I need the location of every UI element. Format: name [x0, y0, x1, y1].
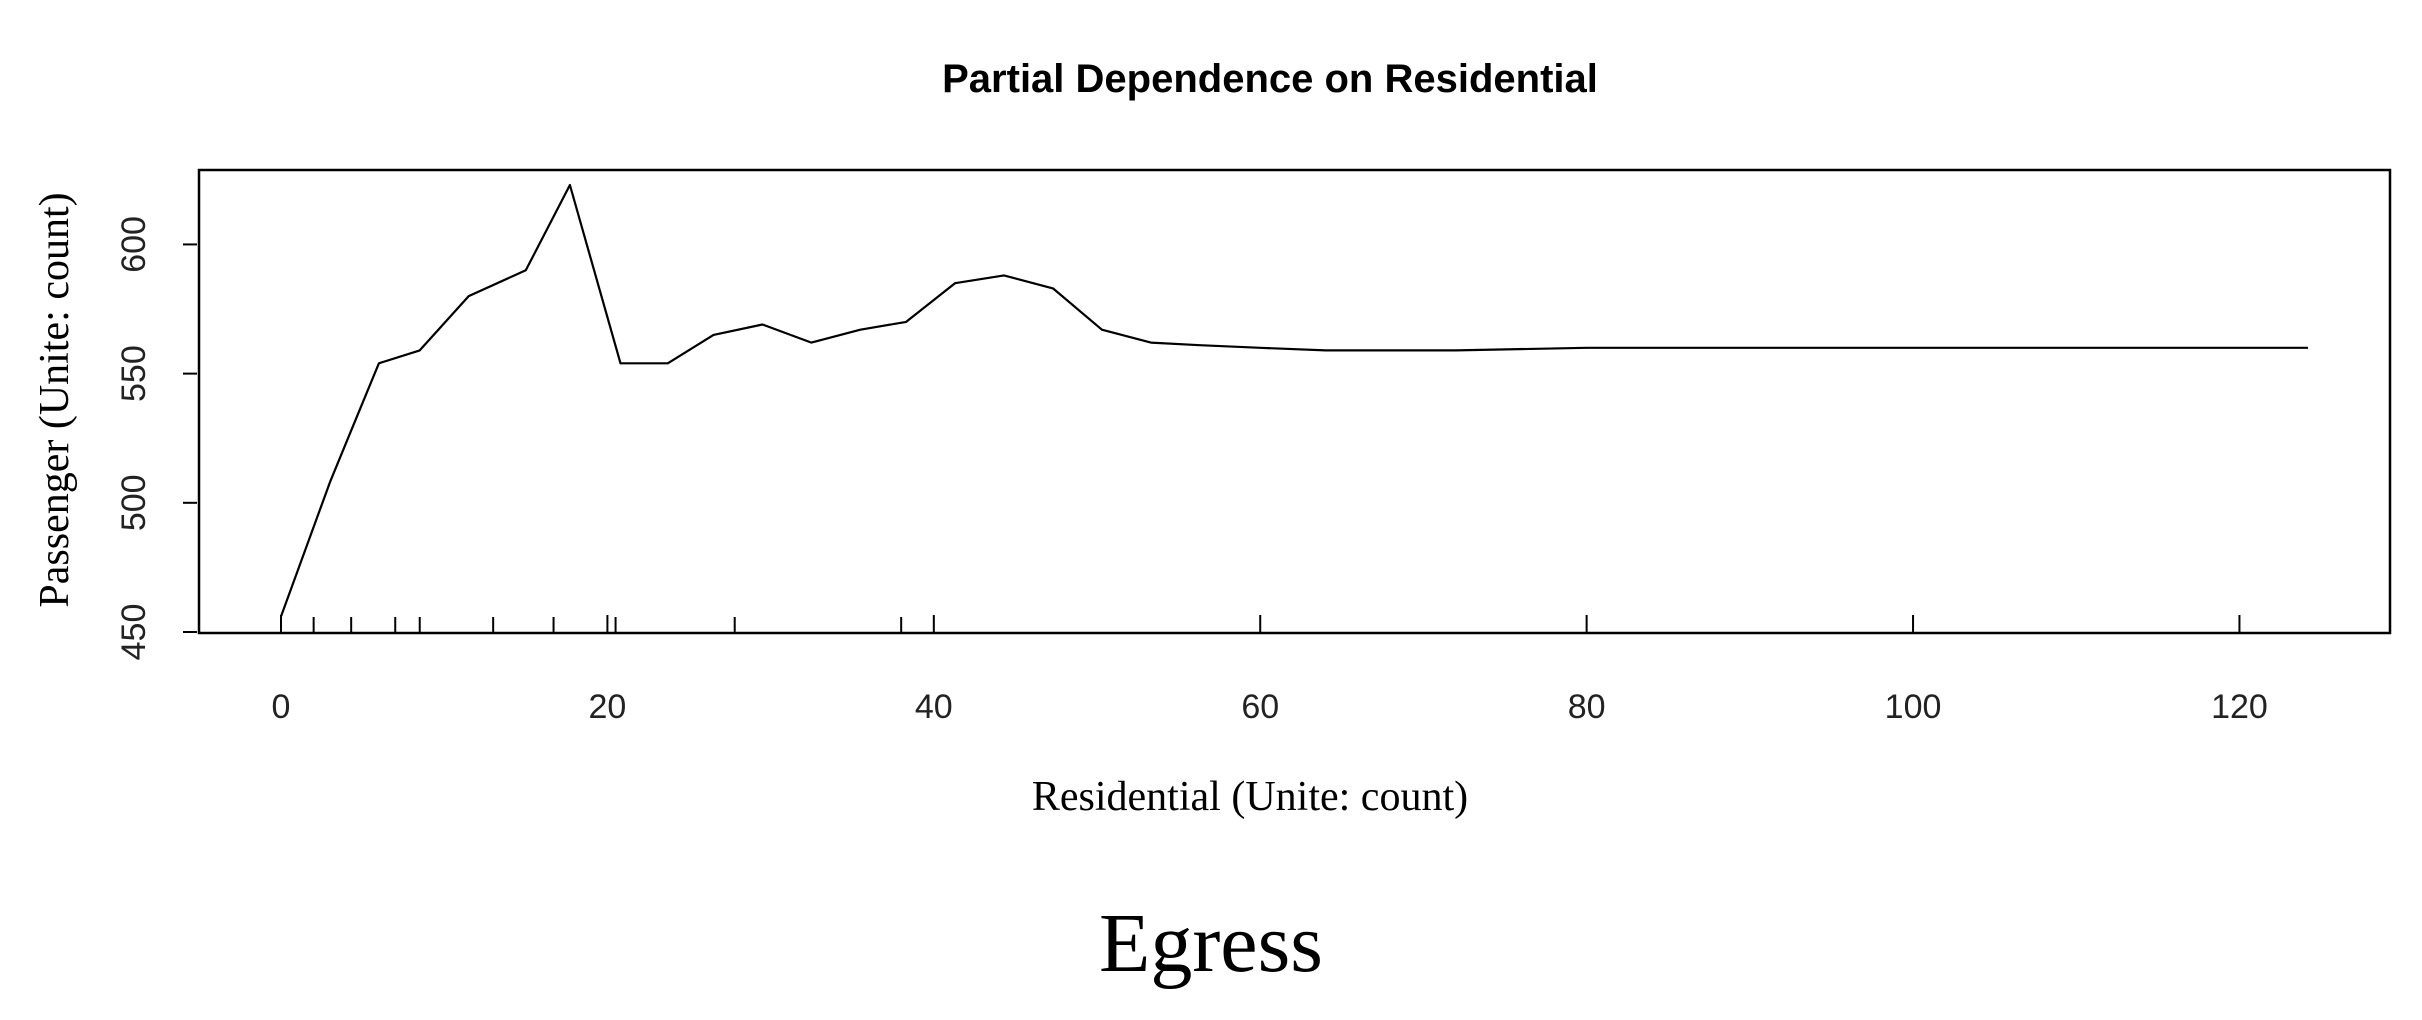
x-axis: 0 20 40 60 80 100 120 [272, 615, 2268, 726]
y-axis-label: Passenger (Unite: count) [32, 192, 78, 607]
partial-dependence-line [279, 183, 2308, 617]
x-tick-label-80: 80 [1568, 688, 1606, 726]
x-tick-label-40: 40 [915, 688, 953, 726]
x-tick-label-0: 0 [272, 688, 291, 726]
figure-caption: Egress [1099, 897, 1323, 990]
y-tick-label-600: 600 [115, 216, 153, 273]
x-tick-label-60: 60 [1241, 688, 1279, 726]
y-axis: 450 500 550 600 [115, 216, 197, 660]
chart-title: Partial Dependence on Residential [942, 57, 1598, 101]
x-tick-label-20: 20 [588, 688, 626, 726]
plot-frame [197, 168, 2392, 635]
x-axis-label: Residential (Unite: count) [1032, 774, 1468, 820]
y-tick-label-500: 500 [115, 474, 153, 531]
y-tick-label-450: 450 [115, 604, 153, 661]
x-tick-label-120: 120 [2211, 688, 2268, 726]
x-tick-label-100: 100 [1885, 688, 1942, 726]
y-tick-label-550: 550 [115, 345, 153, 402]
rug-marks [312, 617, 903, 633]
